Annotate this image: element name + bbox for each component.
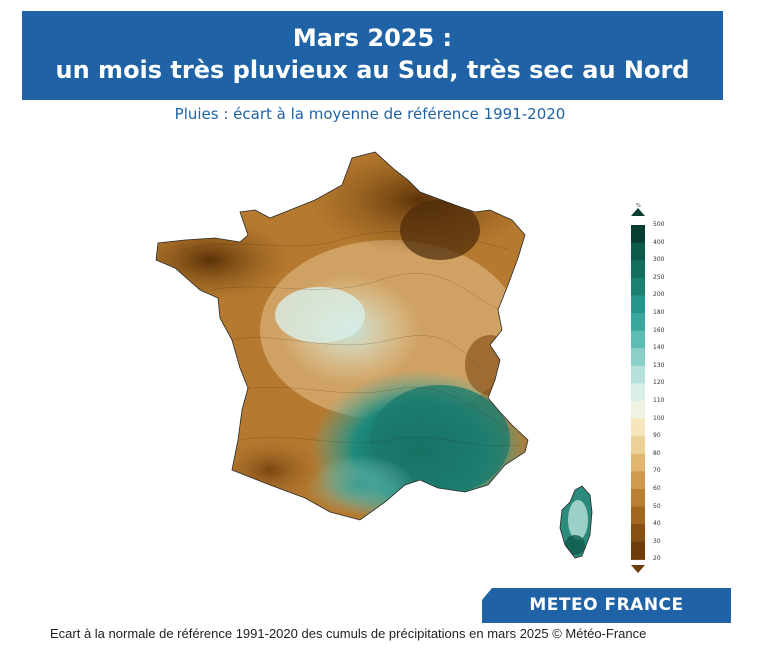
subtitle: Pluies : écart à la moyenne de référence… (174, 105, 566, 123)
legend-swatch (631, 506, 645, 525)
legend-top-arrow (631, 208, 645, 216)
legend-swatch (631, 541, 645, 560)
caption: Ecart à la normale de référence 1991-202… (50, 626, 647, 641)
legend-swatch (631, 524, 645, 543)
legend-label: 90 (653, 432, 661, 440)
title-banner: Mars 2025 : un mois très pluvieux au Sud… (22, 11, 723, 100)
legend-label: 50 (653, 502, 661, 510)
legend-swatch (631, 489, 645, 508)
corsica (560, 486, 592, 558)
legend-swatch (631, 418, 645, 437)
legend-swatch (631, 436, 645, 455)
color-legend: % 500 400 300 250 200 180 160 140 130 120 110 100 90… (625, 203, 685, 573)
legend-swatch (631, 313, 645, 332)
legend-label: 500 (653, 221, 665, 228)
legend-label: 40 (653, 520, 661, 528)
legend-swatch (631, 383, 645, 402)
legend-swatch (631, 260, 645, 279)
legend-label: 110 (653, 397, 665, 404)
legend-swatch (631, 348, 645, 367)
legend-swatch (631, 330, 645, 349)
france-precipitation-map (120, 140, 620, 580)
legend-label: 60 (653, 485, 661, 492)
map-svg (155, 151, 593, 559)
legend-label: 30 (653, 537, 661, 545)
legend-label: 160 (653, 326, 665, 334)
legend-swatch (631, 401, 645, 420)
legend-swatch (631, 225, 645, 244)
legend-label: 100 (653, 414, 665, 422)
legend-label: 70 (653, 467, 661, 475)
meteo-france-logo: METEO FRANCE (482, 588, 731, 623)
legend-label: 130 (653, 361, 665, 369)
legend-swatch (631, 277, 645, 296)
france-outline (155, 151, 529, 521)
legend-label: 140 (653, 344, 665, 352)
legend-swatch (631, 365, 645, 384)
legend-label: 120 (653, 379, 665, 387)
legend-unit: % (636, 203, 641, 209)
legend-label: 200 (653, 291, 665, 299)
title-line-1: Mars 2025 : (292, 24, 453, 52)
legend-swatch (631, 295, 645, 314)
logo-corner (482, 588, 492, 600)
legend-swatch (631, 242, 645, 261)
legend-label: 400 (653, 238, 665, 246)
legend-label: 20 (653, 555, 661, 563)
legend-label: 300 (653, 256, 665, 264)
legend-swatch (631, 453, 645, 472)
legend-label: 80 (653, 449, 661, 457)
corsica-outline (559, 485, 593, 559)
legend-swatch (631, 471, 645, 490)
legend-label: 250 (653, 273, 665, 281)
mainland-france (156, 152, 528, 520)
legend-bar (631, 208, 645, 573)
legend-label: 180 (653, 309, 665, 316)
title-line-2: un mois très pluvieux au Sud, très sec a… (55, 56, 690, 84)
legend-bottom-arrow (631, 565, 645, 573)
